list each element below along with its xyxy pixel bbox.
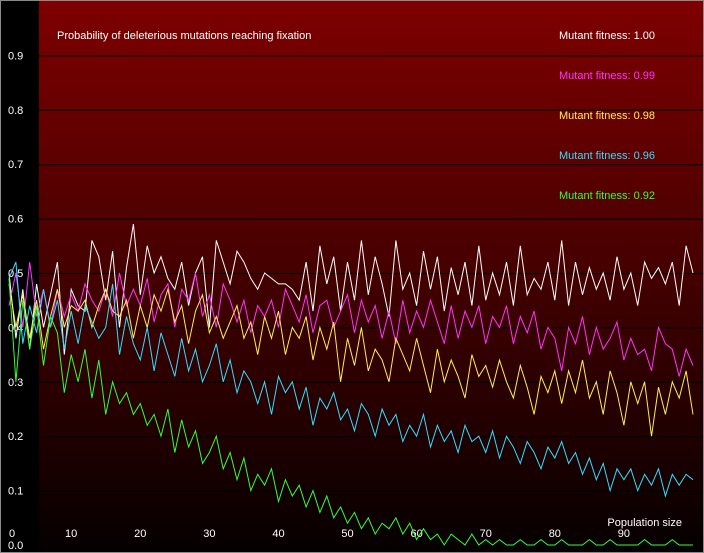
x-tick-label: 10: [65, 528, 77, 540]
series-lines: [8, 223, 694, 546]
x-axis-label: Population size: [607, 517, 682, 529]
x-origin-label: 0: [9, 528, 15, 540]
x-tick-label: 40: [272, 528, 284, 540]
y-tick-label: 0.3: [8, 377, 23, 389]
x-axis-ticks: 10 20 30 40 50 60 70 80 90: [65, 528, 630, 540]
chart-title: Probability of deleterious mutations rea…: [57, 30, 311, 42]
x-tick-label: 60: [411, 528, 423, 540]
x-tick-label: 80: [549, 528, 561, 540]
y-tick-label: 0.2: [8, 431, 23, 443]
series-line-4: [8, 278, 693, 546]
legend-item-4: Mutant fitness: 0.92: [559, 190, 655, 202]
y-tick-label: 0.8: [8, 105, 23, 117]
y-tick-label: 0.9: [8, 50, 23, 62]
y-tick-label: 0.1: [8, 486, 23, 498]
legend-item-2: Mutant fitness: 0.98: [559, 110, 655, 122]
gridlines: [39, 55, 703, 492]
series-line-2: [8, 283, 694, 437]
y-tick-label: 0.0: [8, 540, 23, 552]
series-line-0: [8, 223, 694, 355]
legend-item-0: Mutant fitness: 1.00: [559, 30, 655, 42]
x-tick-label: 20: [134, 528, 146, 540]
x-tick-label: 90: [618, 528, 630, 540]
x-tick-label: 50: [341, 528, 353, 540]
legend-item-3: Mutant fitness: 0.96: [559, 150, 655, 162]
legend-item-1: Mutant fitness: 0.99: [559, 70, 655, 82]
x-tick-label: 70: [480, 528, 492, 540]
series-line-1: [8, 262, 694, 377]
x-tick-label: 30: [203, 528, 215, 540]
y-tick-label: 0.6: [8, 214, 23, 226]
series-line-3: [8, 261, 694, 498]
y-tick-label: 0.7: [8, 159, 23, 171]
y-axis-ticks: 0.00.10.20.30.40.50.60.70.80.9: [8, 50, 23, 552]
legend: Mutant fitness: 1.00 Mutant fitness: 0.99…: [559, 30, 655, 202]
